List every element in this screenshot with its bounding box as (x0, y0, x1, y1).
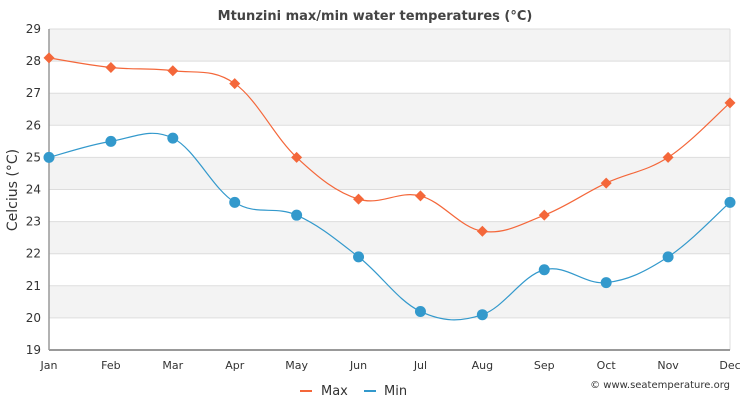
credit-link[interactable]: © www.seatemperature.org (590, 380, 730, 391)
y-tick-label: 22 (26, 247, 41, 261)
y-axis-label: Celcius (°C) (5, 149, 21, 231)
plot-band (49, 285, 730, 318)
data-point-min[interactable] (167, 132, 179, 144)
y-tick-label: 25 (26, 150, 41, 164)
data-point-max[interactable] (476, 225, 488, 237)
data-point-max[interactable] (414, 190, 426, 202)
x-tick-label: Nov (657, 359, 679, 372)
legend-label-min: Min (384, 384, 407, 399)
legend-item-max[interactable]: Max (300, 384, 348, 399)
x-tick-label: Aug (472, 359, 493, 372)
x-tick-label: Jun (349, 359, 367, 372)
x-tick-label: Jul (413, 359, 427, 372)
data-point-max[interactable] (167, 65, 179, 77)
data-point-min[interactable] (105, 135, 117, 147)
x-axis-ticks: Jan Feb Mar Apr May Jun Jul Aug Sep Oct Nov Dec (40, 359, 741, 372)
data-point-min[interactable] (662, 251, 674, 263)
plot-band (49, 221, 730, 254)
x-tick-label: Dec (719, 359, 740, 372)
data-point-max[interactable] (600, 177, 612, 189)
data-point-min[interactable] (538, 264, 550, 276)
x-tick-label: Mar (162, 359, 183, 372)
data-point-min[interactable] (476, 309, 488, 321)
data-point-max[interactable] (662, 151, 674, 163)
plot-band (49, 157, 730, 190)
y-axis-ticks: 19 20 21 22 23 24 25 26 27 28 29 (26, 22, 41, 357)
y-tick-label: 29 (26, 22, 41, 36)
x-tick-label: Sep (534, 359, 555, 372)
data-point-max[interactable] (538, 209, 550, 221)
y-tick-label: 20 (26, 311, 41, 325)
data-point-min[interactable] (229, 196, 241, 208)
series-layer (43, 52, 736, 321)
data-point-max[interactable] (353, 193, 365, 205)
gridlines (49, 28, 731, 350)
chart-title: Mtunzini max/min water temperatures (°C) (218, 9, 533, 24)
x-tick-label: Feb (101, 359, 120, 372)
plot-bands (49, 29, 730, 318)
data-point-max[interactable] (229, 78, 241, 90)
x-tick-label: Jan (40, 359, 58, 372)
series-line-max (48, 57, 731, 233)
series-max (43, 52, 736, 237)
y-tick-label: 19 (26, 343, 41, 357)
x-tick-label: Oct (597, 359, 617, 372)
legend: Max Min (300, 384, 407, 399)
data-point-max[interactable] (291, 151, 303, 163)
data-point-min[interactable] (414, 305, 426, 317)
y-tick-label: 21 (26, 279, 41, 293)
data-point-max[interactable] (724, 97, 736, 109)
x-tick-label: May (285, 359, 308, 372)
data-point-max[interactable] (43, 52, 55, 64)
y-tick-label: 26 (26, 118, 41, 132)
y-tick-label: 24 (26, 183, 41, 197)
data-point-min[interactable] (600, 277, 612, 289)
legend-label-max: Max (321, 384, 348, 399)
data-point-min[interactable] (43, 151, 55, 163)
data-point-max[interactable] (105, 62, 117, 74)
legend-item-min[interactable]: Min (364, 384, 407, 399)
data-point-min[interactable] (724, 196, 736, 208)
x-tick-label: Apr (225, 359, 245, 372)
y-tick-label: 28 (26, 54, 41, 68)
data-point-min[interactable] (353, 251, 365, 263)
y-tick-label: 27 (26, 86, 41, 100)
plot-band (49, 29, 730, 62)
y-tick-label: 23 (26, 215, 41, 229)
data-point-min[interactable] (291, 209, 303, 221)
series-min (43, 132, 736, 321)
plot-band (49, 93, 730, 126)
